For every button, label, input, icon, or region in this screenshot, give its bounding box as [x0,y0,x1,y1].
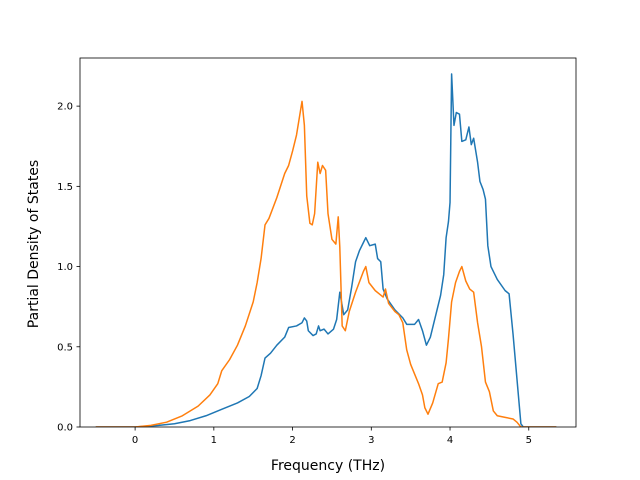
series-1-line [95,73,557,427]
y-tick-label: 0.0 [57,423,73,434]
plot-frame [79,57,577,428]
y-tick-label: 1.0 [57,262,73,273]
x-tick-label: 0 [132,435,138,446]
x-tick-label: 4 [447,435,453,446]
x-axis-label: Frequency (THz) [271,458,385,474]
x-tick-label: 5 [526,435,532,446]
x-tick-label: 2 [289,435,295,446]
y-axis-label: Partial Density of States [26,160,42,328]
series-layer [95,73,557,427]
y-tick-label: 2.0 [57,102,73,113]
y-tick-label: 1.5 [57,182,73,193]
series-2-line [95,100,557,427]
x-tick-label: 3 [368,435,374,446]
x-tick-label: 1 [211,435,217,446]
axes: 0 1 2 3 4 5 0.0 0.5 1.0 1.5 2.0 [57,57,577,446]
y-tick-label: 0.5 [57,342,73,353]
